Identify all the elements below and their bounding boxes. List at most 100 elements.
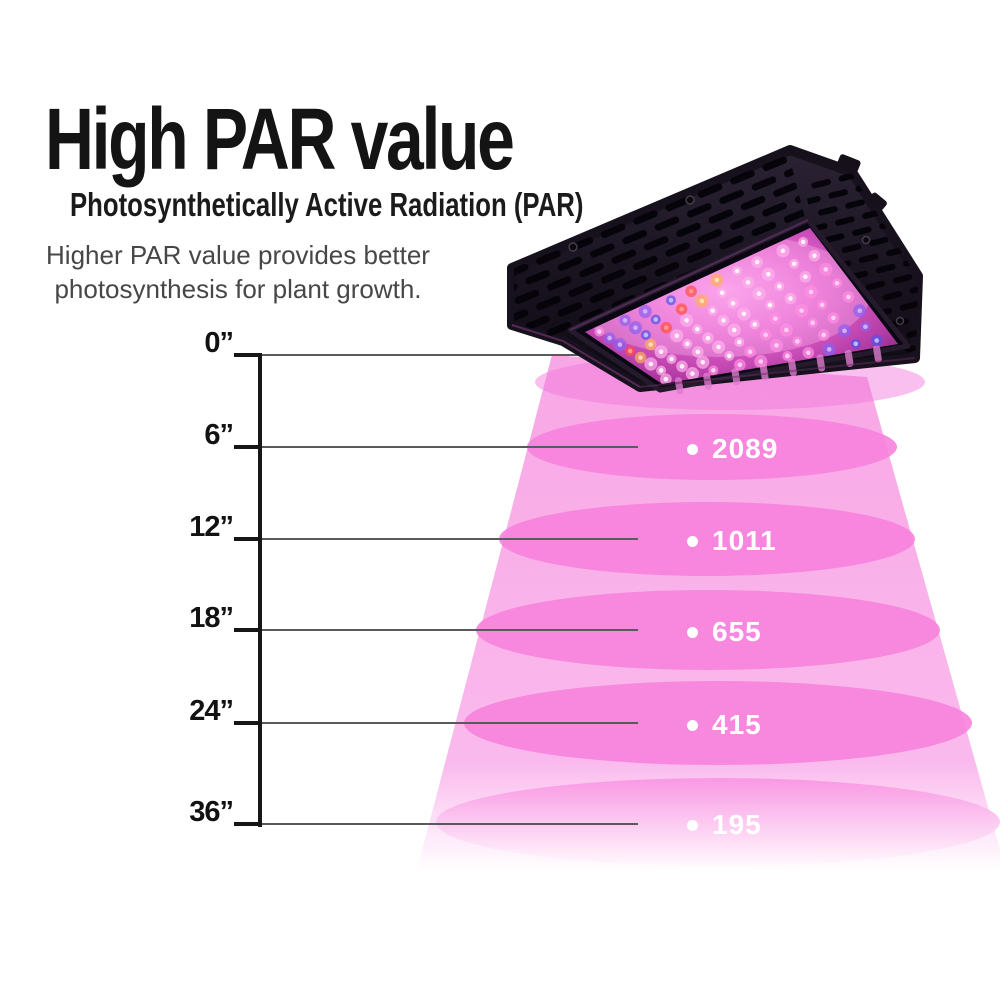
vent-slot: [943, 304, 964, 315]
par-value-badge: 2089: [687, 434, 778, 464]
led-dot: [737, 362, 743, 368]
bullet-icon: [687, 443, 698, 455]
vent-slot: [889, 202, 909, 213]
level-line: [262, 823, 638, 825]
led-dot: [638, 355, 643, 360]
vent-slot: [481, 257, 508, 273]
led-dot: [846, 294, 851, 300]
mounting-tab: [868, 192, 887, 211]
vent-slot: [865, 165, 886, 175]
par-value-badge: 655: [687, 617, 762, 647]
vent-slot: [460, 296, 487, 312]
mounting-tab: [837, 154, 861, 173]
level-line: [262, 354, 640, 356]
par-value-badge: 195: [687, 810, 762, 840]
par-value: 655: [712, 616, 762, 647]
description-line: photosynthesis for plant growth.: [54, 274, 422, 304]
vent-slot: [841, 243, 862, 253]
panel-rim-light: [511, 324, 641, 388]
vent-slot: [622, 275, 647, 290]
vent-slot: [633, 210, 658, 225]
vent-slot: [899, 185, 918, 196]
vent-slot: [481, 348, 508, 364]
vent-slot: [536, 250, 561, 265]
led-dot: [714, 277, 720, 283]
screw-icon: [861, 235, 871, 245]
beam-ellipse: [476, 590, 940, 670]
led-dot: [679, 364, 685, 369]
led-dot: [774, 343, 779, 348]
vent-slot: [882, 175, 903, 186]
led-dot: [800, 239, 806, 245]
bezel-rim-light: [569, 219, 809, 331]
par-value: 195: [712, 809, 762, 840]
beam-ellipse: [499, 502, 915, 576]
led-dot: [737, 339, 742, 345]
led-dot: [617, 342, 623, 347]
led-dot: [658, 368, 664, 373]
led-dot: [688, 288, 694, 294]
led-dot: [685, 341, 690, 347]
vent-slot: [899, 301, 918, 311]
beam-ellipse: [436, 778, 1000, 866]
ruler-axis-line: [258, 353, 262, 827]
led-dot: [773, 316, 778, 321]
vent-slot: [751, 176, 777, 191]
led-dot: [803, 274, 808, 280]
vent-slot: [665, 196, 691, 212]
led-dot: [752, 322, 758, 327]
vent-slot: [654, 262, 680, 277]
bullet-icon: [687, 535, 698, 547]
level-line: [262, 446, 638, 448]
vent-slot: [600, 269, 626, 284]
vent-slot: [818, 206, 838, 216]
vent-slot: [783, 208, 806, 223]
led-dot: [812, 253, 817, 258]
led-dot: [734, 268, 740, 274]
vent-slot: [929, 250, 950, 261]
led-pillar: [873, 345, 882, 363]
par-value-badge: 1011: [687, 526, 777, 556]
distance-label: 24”: [189, 695, 234, 727]
led-dot: [857, 308, 862, 314]
ruler-tick: [234, 628, 260, 632]
led-dot: [721, 318, 726, 323]
screw-icon: [685, 195, 695, 205]
led-dot: [810, 320, 815, 326]
distance-label: 6”: [204, 419, 234, 451]
led-dot: [711, 368, 716, 373]
led-dot: [716, 344, 721, 350]
vent-slot: [869, 236, 889, 247]
mounting-tab: [786, 146, 796, 156]
vent-slot: [926, 294, 947, 305]
led-dot: [741, 311, 747, 317]
vent-slot: [740, 195, 766, 211]
vent-slot: [828, 189, 848, 199]
led-dot: [806, 350, 811, 355]
level-line: [262, 629, 638, 631]
vent-slot: [811, 178, 831, 189]
vent-slot: [882, 291, 903, 301]
vent-slot: [708, 209, 734, 224]
panel-rim-light: [639, 357, 916, 388]
ruler-tick: [234, 721, 260, 725]
vent-slot: [589, 288, 615, 304]
vent-slot: [875, 263, 896, 274]
vent-slot: [481, 302, 508, 318]
vent-slot: [730, 215, 755, 230]
led-dot: [648, 342, 654, 347]
vent-slot: [697, 183, 723, 198]
led-dot: [679, 306, 684, 312]
led-dot: [633, 325, 638, 330]
led-dot: [658, 349, 664, 355]
vent-slot: [633, 255, 658, 271]
led-dot: [795, 339, 800, 344]
vent-slot: [751, 221, 777, 237]
vent-slot: [719, 189, 744, 205]
vent-slot: [514, 289, 540, 305]
beam-ellipse: [527, 414, 897, 480]
led-dot: [730, 301, 736, 306]
bullet-icon: [687, 719, 698, 731]
